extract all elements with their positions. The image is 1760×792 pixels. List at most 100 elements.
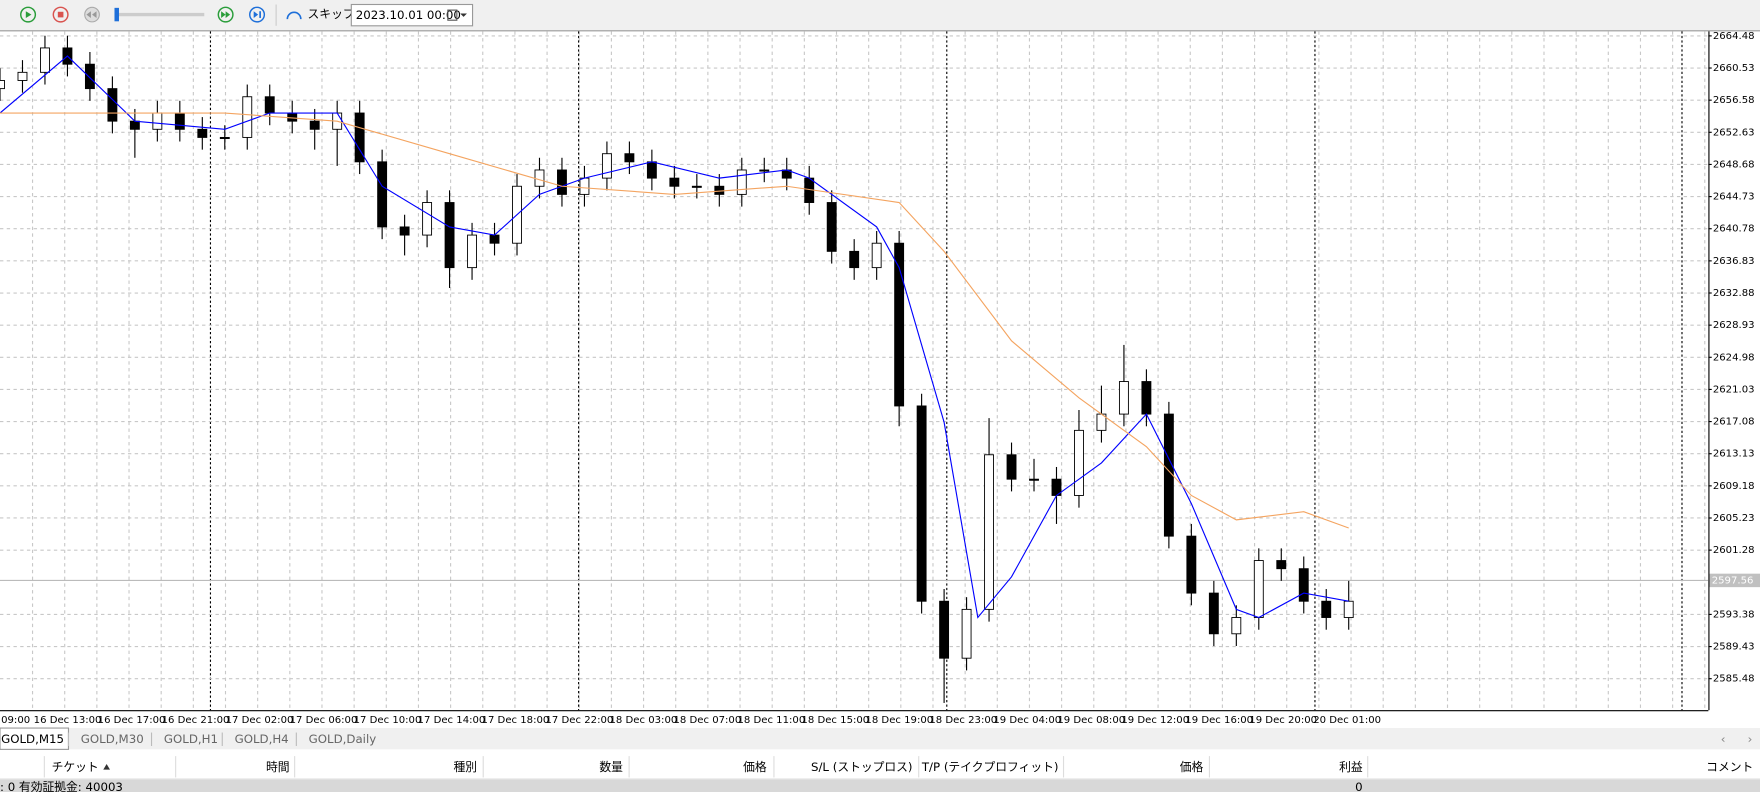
candle-body xyxy=(377,161,388,228)
column-header[interactable]: チケット xyxy=(52,760,99,774)
candle-body xyxy=(534,169,545,187)
candle-body xyxy=(0,80,5,90)
candle-body xyxy=(579,177,590,195)
candle-body xyxy=(399,226,410,236)
y-tick-label: 2632.88 xyxy=(1713,288,1755,299)
candle-body xyxy=(84,63,95,90)
y-tick-label: 2601.28 xyxy=(1713,545,1755,556)
y-tick-label: 2585.48 xyxy=(1713,674,1755,685)
moving-average xyxy=(0,55,1349,619)
summary-profit: 0 xyxy=(1355,780,1363,792)
date-value[interactable]: 2023.10.01 00:00 xyxy=(356,8,461,22)
x-tick-label: 20 Dec 01:00 xyxy=(1313,715,1381,726)
x-tick-label: 18 Dec 07:00 xyxy=(673,715,741,726)
y-tick-label: 2628.93 xyxy=(1713,320,1755,331)
x-tick-label: 17 Dec 22:00 xyxy=(546,715,614,726)
slider-thumb[interactable] xyxy=(114,7,119,22)
column-header[interactable]: T/P (テイクプロフィット) xyxy=(921,760,1059,774)
candle-body xyxy=(826,202,837,252)
summary-row xyxy=(0,779,1760,792)
candle-body xyxy=(984,454,994,610)
column-header[interactable]: 利益 xyxy=(1339,760,1363,774)
candle-body xyxy=(691,185,702,188)
y-tick-label: 2613.13 xyxy=(1713,449,1755,460)
toolbar xyxy=(0,0,1760,31)
column-header[interactable]: コメント xyxy=(1706,760,1753,774)
candle-body xyxy=(309,120,320,130)
end-button[interactable] xyxy=(249,6,266,23)
column-header[interactable]: 時間 xyxy=(266,760,290,774)
candle-body xyxy=(849,250,860,269)
tab-scroll-right[interactable]: › xyxy=(1748,732,1753,746)
y-tick-label: 2644.73 xyxy=(1713,192,1755,203)
x-tick-label: 16 Dec 21:00 xyxy=(162,715,230,726)
candle-body xyxy=(1253,560,1264,618)
candle-body xyxy=(1029,478,1039,481)
y-tick-label: 2664.48 xyxy=(1713,31,1755,42)
dropdown-arrow[interactable] xyxy=(460,13,467,17)
play-button[interactable] xyxy=(20,6,37,23)
candle-body xyxy=(714,185,725,195)
candle-body xyxy=(467,234,477,269)
skip-button[interactable]: スキップ xyxy=(308,7,355,21)
candle-body xyxy=(1006,454,1017,480)
column-header[interactable]: 価格 xyxy=(743,760,767,774)
candle-body xyxy=(669,177,680,187)
candle-body xyxy=(759,169,770,172)
candle-body xyxy=(871,242,882,269)
candle-body xyxy=(1298,568,1309,602)
y-tick-label: 2621.03 xyxy=(1713,384,1755,395)
table-header xyxy=(0,753,1760,779)
candle-body xyxy=(287,112,298,122)
x-tick-label: 19 Dec 12:00 xyxy=(1121,715,1189,726)
candle-body xyxy=(624,153,635,163)
table: チケット 時間 種別 数量 価格 S/L (ストップロス) T/P (テイクプロフィット) 価… xyxy=(0,756,1753,792)
candle-body xyxy=(1321,600,1332,618)
candle-body xyxy=(242,96,253,138)
x-tick-label: 18 Dec 11:00 xyxy=(737,715,805,726)
y-tick-label: 2593.38 xyxy=(1713,609,1755,620)
tab[interactable]: GOLD,H1 xyxy=(164,732,218,746)
candle-body xyxy=(1208,592,1219,635)
plot: 2664.48 2660.53 2656.58 2652.63 2648.68 2644.… xyxy=(0,31,1760,726)
candle-body xyxy=(557,169,567,195)
candle-body xyxy=(17,71,28,81)
date-field[interactable] xyxy=(350,3,474,27)
x-tick-label: 19 Dec 04:00 xyxy=(993,715,1061,726)
column-header[interactable]: 数量 xyxy=(599,760,623,774)
candle-body xyxy=(1118,381,1129,415)
x-tick-label: 17 Dec 06:00 xyxy=(290,715,358,726)
candle-body xyxy=(264,96,275,114)
tab[interactable]: GOLD,Daily xyxy=(309,732,377,746)
stop-button[interactable] xyxy=(52,6,69,23)
calendar-icon[interactable] xyxy=(447,9,458,21)
tab[interactable]: GOLD,H4 xyxy=(235,732,289,746)
candle-body xyxy=(354,112,365,163)
tab[interactable]: GOLD,M30 xyxy=(81,732,144,746)
y-tick-label: 2656.58 xyxy=(1713,95,1755,106)
skip-icon xyxy=(286,11,302,20)
candle-body xyxy=(197,128,208,138)
candle-body xyxy=(219,136,230,140)
fast-forward-button[interactable] xyxy=(217,6,234,23)
candle-body xyxy=(916,405,927,602)
candle-body xyxy=(961,608,972,659)
x-tick-label: 17 Dec 14:00 xyxy=(418,715,486,726)
candle-body xyxy=(444,202,455,269)
column-header[interactable]: S/L (ストップロス) xyxy=(811,760,913,774)
y-tick-label: 2624.98 xyxy=(1713,352,1755,363)
y-tick-label: 2652.63 xyxy=(1713,127,1755,138)
y-tick-label: 2648.68 xyxy=(1713,159,1755,170)
x-tick-label: 18 Dec 03:00 xyxy=(609,715,677,726)
sort-arrow xyxy=(103,763,110,770)
tab-scroll-left[interactable]: ‹ xyxy=(1721,732,1726,746)
column-header[interactable]: 種別 xyxy=(453,760,477,774)
column-header[interactable]: 価格 xyxy=(1180,760,1204,774)
x-tick-label: 19 Dec 16:00 xyxy=(1185,715,1253,726)
candle-body xyxy=(422,202,433,236)
tab[interactable]: GOLD,M15 xyxy=(1,732,64,746)
candle-body xyxy=(489,234,500,244)
y-tick-label: 2589.43 xyxy=(1713,642,1755,653)
x-tick-label: 17 Dec 02:00 xyxy=(226,715,294,726)
